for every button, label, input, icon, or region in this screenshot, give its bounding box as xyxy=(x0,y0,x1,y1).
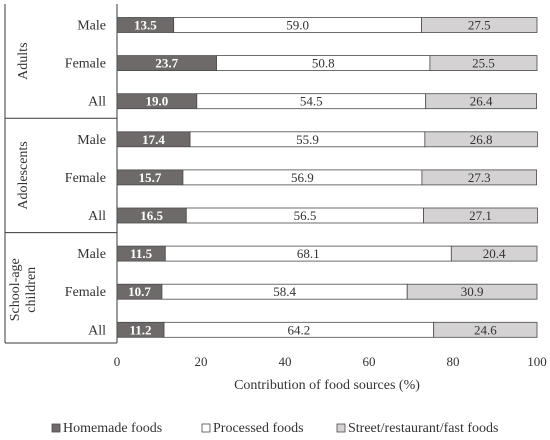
group-label-line: Adults xyxy=(16,42,31,79)
x-tick-label: 60 xyxy=(363,354,376,369)
bar-segment xyxy=(450,245,538,262)
data-label: 58.4 xyxy=(273,284,296,299)
category-label: Female xyxy=(65,285,106,300)
data-label: 59.0 xyxy=(286,18,309,33)
bar-series-layer: 13.5 59.0 27.5 23.7 50.8 25.5 19.0 54.5 26.4 17.4… xyxy=(116,17,538,338)
group-label: Adults xyxy=(16,42,31,79)
data-label: 27.3 xyxy=(468,170,491,185)
x-axis-title: Contribution of food sources (%) xyxy=(234,378,420,393)
bar-segment xyxy=(433,321,538,338)
bar-segment xyxy=(421,17,538,33)
data-label: 68.1 xyxy=(297,246,320,261)
data-label: 50.8 xyxy=(312,56,335,71)
data-label: 19.0 xyxy=(146,94,169,109)
bar-segment xyxy=(406,283,538,300)
data-label: 27.1 xyxy=(469,208,492,223)
data-label: 11.5 xyxy=(130,246,153,261)
legend-swatch xyxy=(51,423,61,433)
data-label: 11.2 xyxy=(129,322,151,337)
data-label: 13.5 xyxy=(134,18,157,33)
group-label: School-agechildren xyxy=(8,258,39,321)
legend-label: Homemade foods xyxy=(63,421,162,436)
category-label: All xyxy=(88,209,106,224)
data-label: 30.9 xyxy=(461,284,484,299)
group-label-line: children xyxy=(24,267,39,313)
data-label: 55.9 xyxy=(296,132,319,147)
data-label: 10.7 xyxy=(128,284,151,299)
bar-segment xyxy=(429,55,538,71)
category-label: Male xyxy=(77,133,106,148)
data-label: 16.5 xyxy=(140,208,163,223)
legend-label: Processed foods xyxy=(213,421,304,436)
category-label: All xyxy=(88,95,106,110)
bar-segment xyxy=(425,93,537,110)
data-label: 15.7 xyxy=(139,170,162,185)
x-tick-label: 0 xyxy=(114,354,121,369)
data-label: 64.2 xyxy=(287,322,310,337)
data-label: 26.8 xyxy=(470,132,493,147)
data-label: 20.4 xyxy=(483,246,506,261)
category-label: All xyxy=(88,323,106,338)
group-label-line: Adolescents xyxy=(16,141,31,209)
data-label: 25.5 xyxy=(472,56,495,71)
group-label: Adolescents xyxy=(16,141,31,209)
bar-segment xyxy=(421,169,537,186)
data-label: 27.5 xyxy=(468,18,491,33)
legend: Homemade foods Processed foods Street/rest… xyxy=(51,421,498,436)
data-label: 56.5 xyxy=(294,208,317,223)
legend-label: Street/restaurant/fast foods xyxy=(348,421,498,436)
x-tick-label: 100 xyxy=(527,354,547,369)
legend-swatch xyxy=(336,423,346,433)
category-label: Male xyxy=(77,247,106,262)
category-label: Female xyxy=(65,171,106,186)
data-label: 54.5 xyxy=(300,94,323,109)
legend-swatch xyxy=(201,423,211,433)
x-tick-label: 40 xyxy=(279,354,292,369)
category-label: Male xyxy=(77,19,106,34)
bar-segment xyxy=(424,131,538,148)
data-label: 26.4 xyxy=(470,94,493,109)
x-tick-label: 20 xyxy=(195,354,208,369)
data-label: 23.7 xyxy=(155,56,178,71)
data-label: 24.6 xyxy=(474,322,497,337)
category-label-layer: Adults Male Female All Adolescents Male Female… xyxy=(8,19,106,339)
data-label: 56.9 xyxy=(291,170,314,185)
category-label: Female xyxy=(65,57,106,72)
x-axis: 0 20 40 60 80 100 xyxy=(114,354,547,369)
x-tick-label: 80 xyxy=(447,354,460,369)
bar-segment xyxy=(423,207,538,224)
data-label: 17.4 xyxy=(142,132,165,147)
group-label-line: School-age xyxy=(8,258,23,321)
